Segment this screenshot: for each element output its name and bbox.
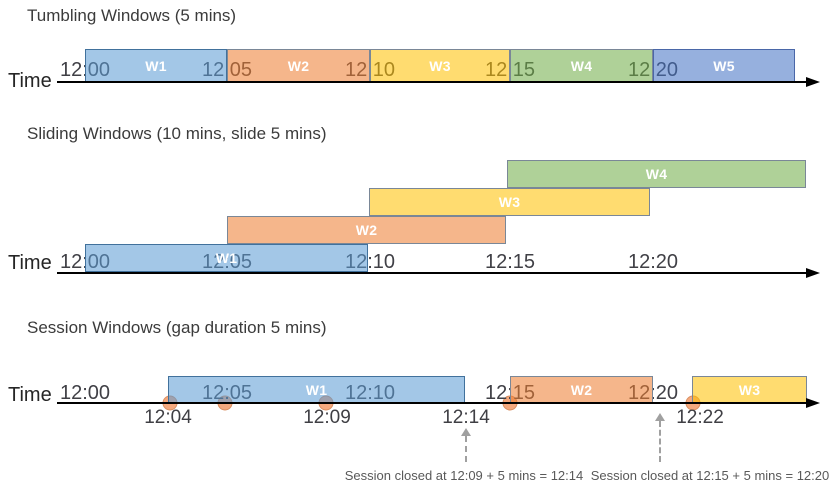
session-window-w1: W1	[168, 376, 465, 403]
session-close-annotation-1214: Session closed at 12:09 + 5 mins = 12:14	[344, 468, 584, 483]
session-axis-arrow-icon	[806, 398, 820, 408]
session-time-axis	[57, 402, 809, 404]
sliding-window-w2: W2	[227, 216, 506, 244]
sliding-time-axis	[57, 272, 809, 274]
sliding-window-w3-label: W3	[498, 194, 521, 210]
session-window-w2-label: W2	[570, 381, 593, 398]
session-window-w3-label: W3	[738, 381, 761, 398]
sliding-window-w4: W4	[507, 160, 806, 188]
session-event-time-1209: 12:09	[303, 407, 351, 428]
session-close-arrow-1214-icon	[461, 428, 471, 462]
section-title-sliding: Sliding Windows (10 mins, slide 5 mins)	[27, 124, 327, 143]
session-close-annotation-1220: Session closed at 12:15 + 5 mins = 12:20	[590, 468, 829, 483]
sliding-window-w3: W3	[369, 188, 650, 216]
tumbling-window-w4-label: W4	[570, 57, 593, 74]
tumbling-window-w1: W1	[85, 49, 227, 82]
session-close-arrow-1220-icon	[655, 413, 665, 462]
sliding-window-w1: W1	[85, 244, 368, 272]
sliding-tick-1215: 12:15	[484, 251, 536, 273]
session-window-w1-label: W1	[305, 381, 328, 398]
arrow-up-head-icon	[461, 428, 471, 436]
section-title-tumbling: Tumbling Windows (5 mins)	[27, 6, 237, 25]
tumbling-window-w4: W4	[510, 49, 653, 82]
tumbling-window-w5-label: W5	[713, 57, 735, 74]
tumbling-window-w3: W3	[370, 49, 510, 82]
session-window-w3: W3	[692, 376, 807, 403]
sliding-time-label: Time	[8, 252, 52, 274]
tumbling-window-w1-label: W1	[145, 57, 167, 74]
tumbling-window-w5: W5	[653, 49, 795, 82]
tumbling-window-w2: W2	[227, 49, 370, 82]
session-tick-1200: 12:00	[59, 382, 111, 404]
tumbling-axis-arrow-icon	[806, 77, 820, 87]
sliding-window-w1-label: W1	[215, 250, 238, 266]
session-window-w2: W2	[510, 376, 653, 403]
session-event-time-1204: 12:04	[144, 407, 192, 428]
session-event-time-1222: 12:22	[676, 407, 724, 428]
arrow-dashed-shaft	[465, 436, 467, 462]
arrow-dashed-shaft	[659, 421, 661, 462]
session-time-label: Time	[8, 384, 52, 406]
tumbling-time-axis	[57, 81, 809, 83]
arrow-up-head-icon	[655, 413, 665, 421]
section-title-session: Session Windows (gap duration 5 mins)	[27, 318, 327, 337]
sliding-window-w2-label: W2	[355, 222, 378, 238]
sliding-axis-arrow-icon	[806, 268, 820, 278]
sliding-tick-1220: 12:20	[627, 251, 679, 273]
session-close-time-1214: 12:14	[442, 407, 490, 428]
tumbling-time-label: Time	[8, 70, 52, 92]
tumbling-window-w2-label: W2	[287, 57, 310, 74]
sliding-window-w4-label: W4	[645, 166, 668, 182]
tumbling-window-w3-label: W3	[429, 57, 451, 74]
